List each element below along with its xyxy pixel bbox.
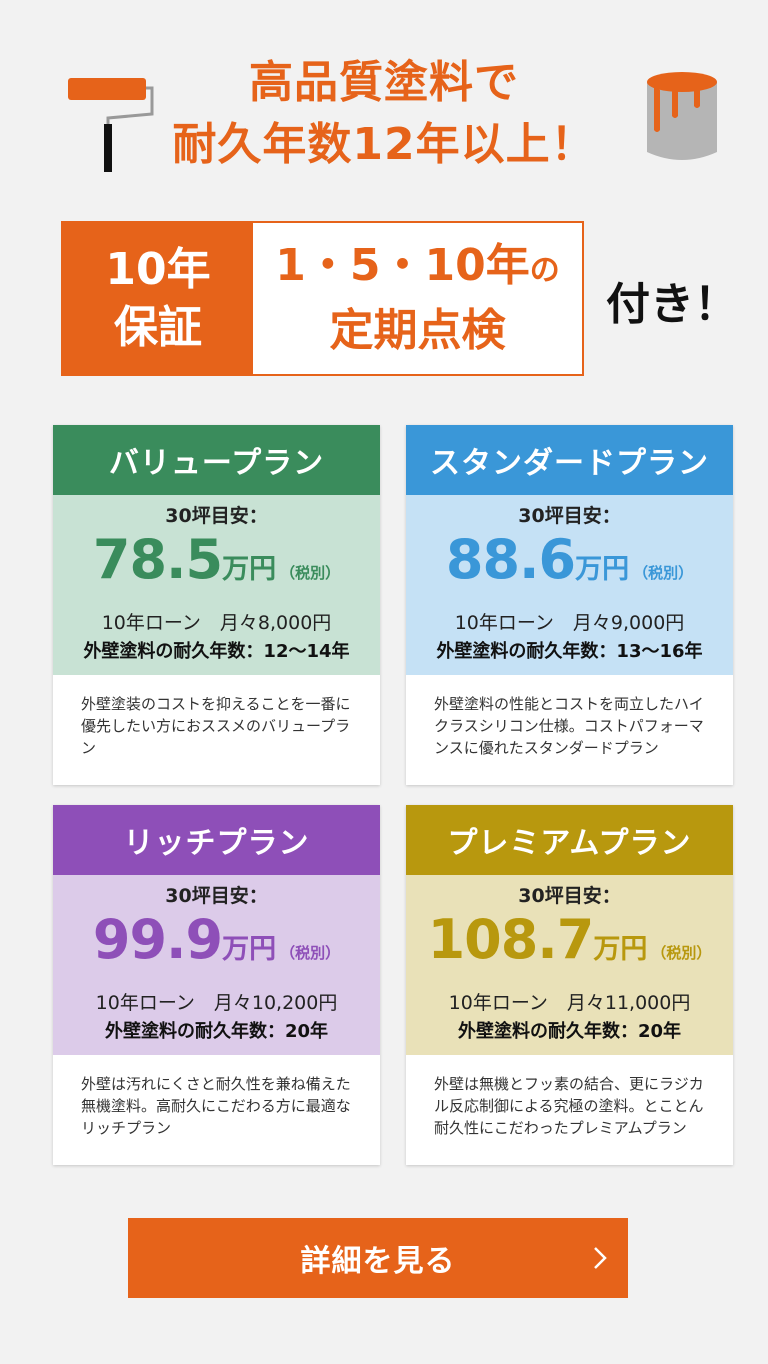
plan-price-unit: 万円: [222, 934, 277, 965]
plan-description: 外壁は無機とフッ素の結合、更にラジカル反応制御による究極の塗料。とことん耐久性に…: [434, 1075, 704, 1137]
plan-price-area: 30坪目安： 88.6万円 （税別） 10年ローン 月々9,000円 外壁塗料の耐…: [406, 495, 733, 675]
plan-title: リッチプラン: [53, 805, 380, 875]
plan-card-premium[interactable]: プレミアムプラン 30坪目安： 108.7万円 （税別） 10年ローン 月々11,…: [406, 805, 733, 1165]
warranty-years: 10年: [105, 243, 211, 295]
details-button[interactable]: 詳細を見る: [128, 1218, 628, 1298]
plan-size-label: 30坪目安：: [165, 505, 268, 527]
plan-price-unit: 万円: [575, 554, 630, 585]
plan-title: プレミアムプラン: [406, 805, 733, 875]
plan-title: バリュープラン: [53, 425, 380, 495]
plan-description: 外壁は汚れにくさと耐久性を兼ね備えた無機塗料。高耐久にこだわる方に最適なリッチプ…: [81, 1075, 351, 1137]
plan-price-unit: 万円: [593, 934, 648, 965]
plan-loan: 10年ローン 月々9,000円: [454, 612, 685, 634]
plan-card-rich[interactable]: リッチプラン 30坪目安： 99.9万円 （税別） 10年ローン 月々10,200…: [53, 805, 380, 1165]
chevron-right-icon: [594, 1247, 607, 1269]
plan-description: 外壁塗装のコストを抑えることを一番に優先したい方におススメのバリュープラン: [81, 695, 351, 757]
plan-description: 外壁塗料の性能とコストを両立したハイクラスシリコン仕様。コストパフォーマンスに優…: [434, 695, 704, 757]
plan-price: 108.7: [427, 908, 595, 971]
details-button-label: 詳細を見る: [300, 1244, 456, 1279]
headline-line2: 耐久年数12年以上！: [172, 119, 596, 170]
headline-line1: 高品質塗料で: [249, 57, 519, 108]
plan-tax-note: （税別）: [280, 564, 341, 582]
plan-title: スタンダードプラン: [406, 425, 733, 495]
plan-loan: 10年ローン 月々10,200円: [95, 992, 338, 1014]
plan-durability: 外壁塗料の耐久年数：20年: [457, 1021, 682, 1042]
plan-size-label: 30坪目安：: [518, 505, 621, 527]
inspection-label: 定期点検: [329, 305, 506, 356]
plan-durability: 外壁塗料の耐久年数：13〜16年: [436, 641, 703, 662]
plan-price: 78.5: [92, 528, 223, 591]
plan-price-area: 30坪目安： 99.9万円 （税別） 10年ローン 月々10,200円 外壁塗料の…: [53, 875, 380, 1055]
plan-price: 88.6: [445, 528, 576, 591]
plan-price-area: 30坪目安： 108.7万円 （税別） 10年ローン 月々11,000円 外壁塗料…: [406, 875, 733, 1055]
plan-size-label: 30坪目安：: [518, 885, 621, 907]
headline: 高品質塗料で 耐久年数12年以上！: [0, 52, 768, 176]
warranty-label: 保証: [114, 301, 202, 353]
inspection-particle: の: [529, 253, 560, 288]
plan-price-area: 30坪目安： 78.5万円 （税別） 10年ローン 月々8,000円 外壁塗料の耐…: [53, 495, 380, 675]
paint-roller-icon: [68, 78, 154, 172]
inspection-years: 1・5・10年: [275, 240, 530, 291]
plan-loan: 10年ローン 月々11,000円: [448, 992, 691, 1014]
plan-tax-note: （税別）: [280, 944, 341, 962]
plan-size-label: 30坪目安：: [165, 885, 268, 907]
paint-can-icon: [647, 72, 717, 160]
plan-durability: 外壁塗料の耐久年数：12〜14年: [83, 641, 350, 662]
plan-price: 99.9: [92, 908, 223, 971]
plan-price-unit: 万円: [222, 554, 277, 585]
plan-durability: 外壁塗料の耐久年数：20年: [104, 1021, 329, 1042]
plan-tax-note: （税別）: [633, 564, 694, 582]
plan-card-standard[interactable]: スタンダードプラン 30坪目安： 88.6万円 （税別） 10年ローン 月々9,0…: [406, 425, 733, 785]
plan-loan: 10年ローン 月々8,000円: [101, 612, 332, 634]
warranty-block: 10年 保証: [63, 223, 253, 374]
guarantee-box: 10年 保証 1・5・10年の 定期点検: [61, 221, 584, 376]
inspection-block: 1・5・10年の 定期点検: [253, 223, 582, 374]
plan-card-value[interactable]: バリュープラン 30坪目安： 78.5万円 （税別） 10年ローン 月々8,000…: [53, 425, 380, 785]
guarantee-suffix: 付き！: [606, 279, 738, 330]
plan-tax-note: （税別）: [651, 944, 712, 962]
